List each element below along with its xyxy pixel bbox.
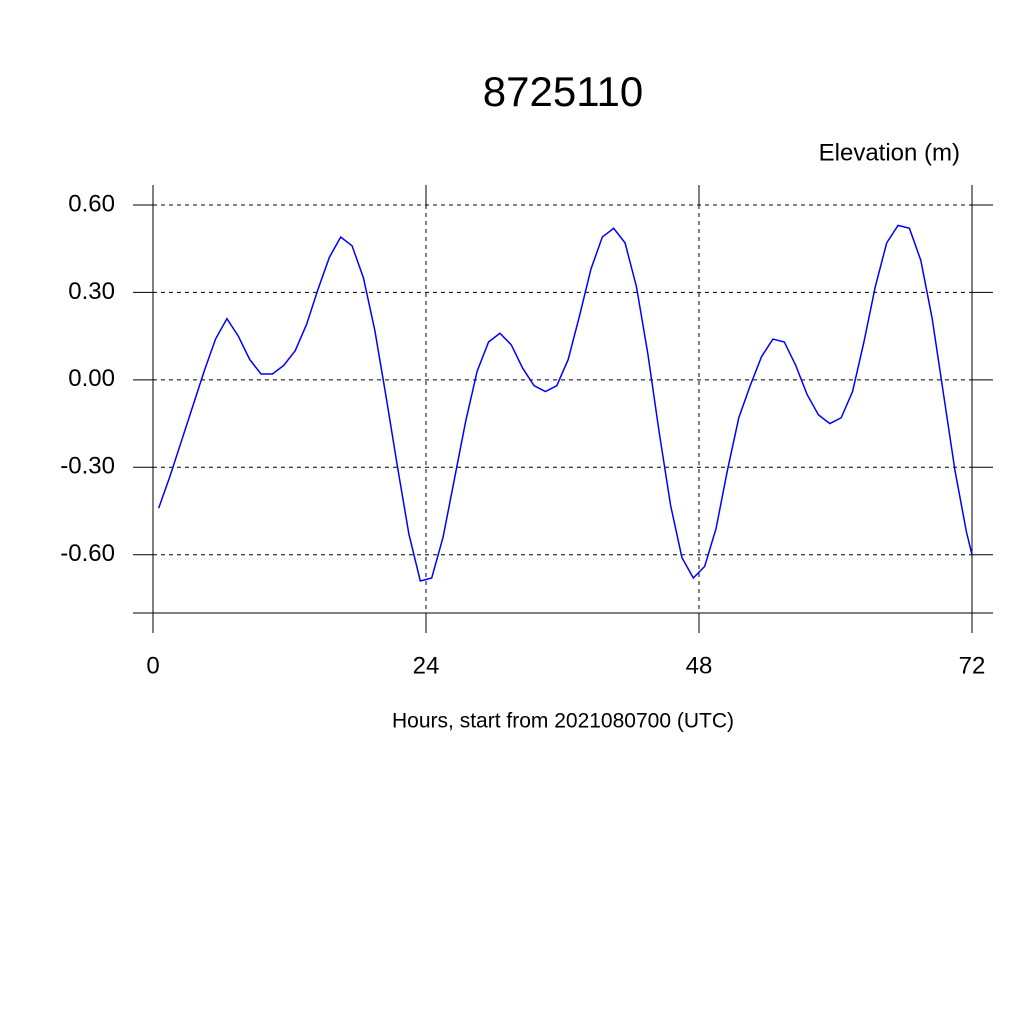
- x-tick-label: 72: [959, 652, 986, 679]
- x-tick-label: 48: [686, 652, 713, 679]
- data-line: [157, 224, 973, 582]
- y-tick-label: 0.00: [68, 365, 115, 392]
- y-tick-label: 0.30: [68, 278, 115, 305]
- y-tick-label: -0.30: [60, 453, 115, 480]
- subtitle: Elevation (m): [819, 139, 960, 166]
- x-tick-label: 0: [146, 652, 159, 679]
- x-tick-label: 24: [413, 652, 440, 679]
- chart-title: 8725110: [483, 68, 643, 115]
- x-axis-label: Hours, start from 2021080700 (UTC): [392, 710, 734, 733]
- y-tick-label: 0.60: [68, 190, 115, 217]
- y-tick-label: -0.60: [60, 540, 115, 567]
